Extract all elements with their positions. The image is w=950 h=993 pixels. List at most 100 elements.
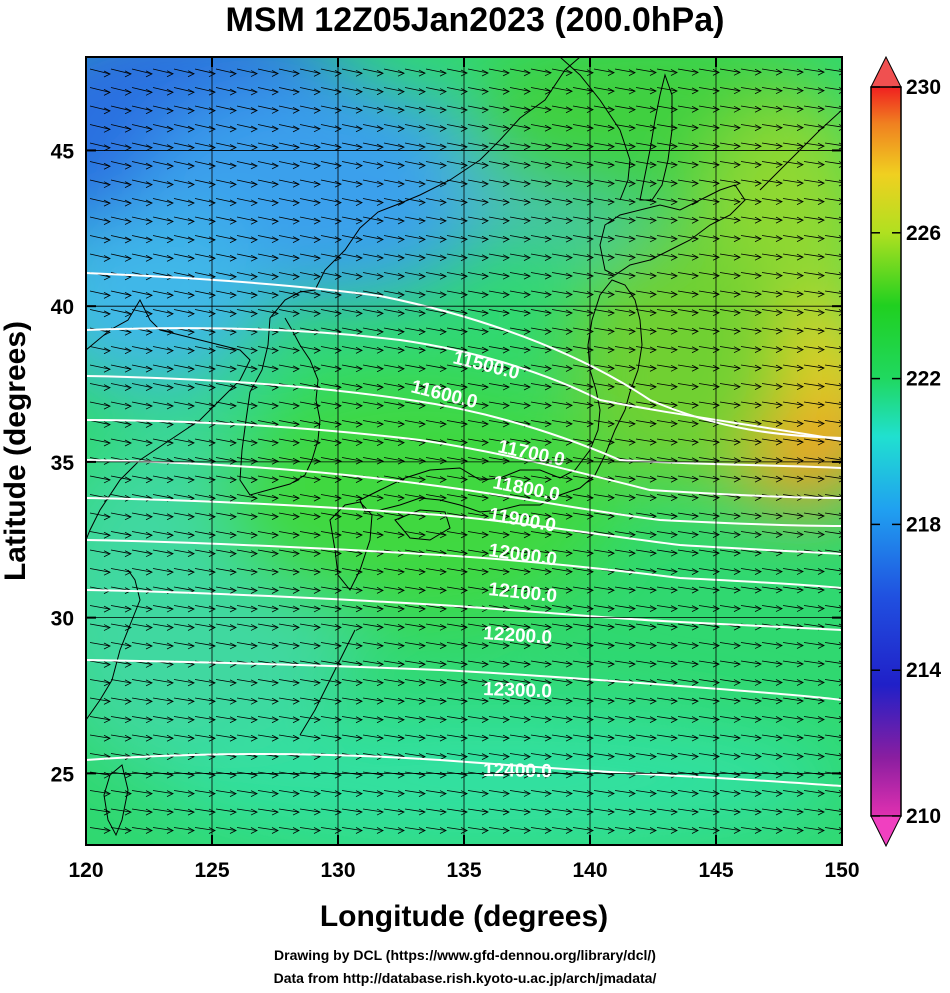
wind-vector-head [733,568,741,575]
wind-vector-head [796,161,804,168]
x-axis: 120 125 130 135 140 145 150 [68,57,860,882]
wind-vector-head [187,642,195,650]
wind-vector-head [439,716,447,724]
wind-vector-head [418,402,426,410]
wind-vector-head [565,254,573,261]
wind-vector [257,68,279,74]
wind-vector [782,309,804,314]
wind-vector-head [313,605,321,613]
wind-vector [89,475,111,481]
wind-vector [677,124,699,129]
wind-vector-head [418,827,426,834]
wind-vector [110,716,132,721]
wind-vector [173,364,195,370]
wind-vector [152,364,174,370]
wind-vector-head [481,531,489,539]
wind-vector [677,364,699,369]
wind-vector-head [481,808,489,816]
wind-vector-head [187,162,195,170]
wind-vector-head [271,624,279,631]
wind-vector [383,124,405,129]
wind-vector-head [523,161,531,169]
wind-vector [383,827,405,831]
wind-vector-head [376,605,384,613]
wind-vector-head [523,586,531,594]
wind-vector [89,216,111,222]
wind-vector-head [208,328,216,336]
wind-vector-head [544,69,552,77]
wind-vector-head [271,827,279,834]
wind-vector-head [187,125,195,133]
wind-vector-head [376,679,384,687]
wind-vector [341,512,363,517]
wind-vector [278,235,300,241]
wind-vector-head [439,254,447,262]
wind-vector-head [229,790,237,797]
wind-vector [404,142,426,148]
wind-vector [677,734,699,739]
wind-vector [341,253,363,259]
wind-vector-head [103,476,111,484]
wind-vector-head [607,605,615,613]
wind-vector [278,420,300,425]
wind-vector [425,124,447,129]
wind-vector-head [754,753,762,760]
wind-vector-head [334,180,342,188]
wind-vector-head [670,808,678,816]
wind-vector [509,142,531,148]
wind-vector-head [439,568,447,576]
wind-vector-head [775,438,783,446]
wind-vector [278,734,300,739]
wind-vector-head [565,180,573,188]
wind-vector [677,401,699,406]
wind-vector [614,161,636,166]
wind-vector [593,87,615,92]
wind-vector-head [187,384,195,391]
wind-vector [803,753,825,757]
wind-vector-head [271,199,279,207]
wind-vector [593,198,615,203]
wind-vector [551,623,573,628]
wind-vector-head [187,310,195,318]
wind-vector [530,827,552,831]
wind-vector [488,494,510,499]
wind-vector [740,605,762,609]
wind-vector-head [670,401,678,409]
wind-vector [341,327,363,333]
wind-vector-head [649,494,657,502]
wind-vector [656,438,678,443]
wind-vector [215,364,237,370]
wind-vector [593,161,615,166]
wind-vector-head [313,254,321,262]
wind-vector-head [607,161,615,169]
wind-vector [110,827,132,831]
wind-vector-head [292,420,300,428]
wind-vector-head [334,605,342,613]
wind-vector-head [733,586,741,594]
wind-vector [635,179,657,184]
wind-vector-head [376,199,384,206]
wind-vector-head [775,808,783,816]
wind-vector [110,808,132,813]
wind-vector-head [628,438,636,446]
wind-vector-head [166,624,174,631]
wind-vector [278,364,300,370]
wind-vector-head [754,438,762,446]
wind-vector-head [649,753,657,760]
wind-vector-head [229,291,237,299]
wind-vector-head [271,697,279,705]
wind-vector [614,198,636,203]
wind-vector [719,438,741,443]
wind-vector-head [124,568,132,576]
wind-vector-head [670,605,678,613]
wind-vector-head [187,199,195,207]
wind-vector [803,568,825,572]
wind-vector-head [502,679,510,687]
wind-vector-head [418,623,426,631]
wind-vector [89,420,111,425]
wind-vector-head [376,69,384,77]
wind-vector [299,383,321,388]
wind-vector [383,512,405,517]
wind-vector-head [103,365,111,373]
wind-vector-head [796,124,804,132]
